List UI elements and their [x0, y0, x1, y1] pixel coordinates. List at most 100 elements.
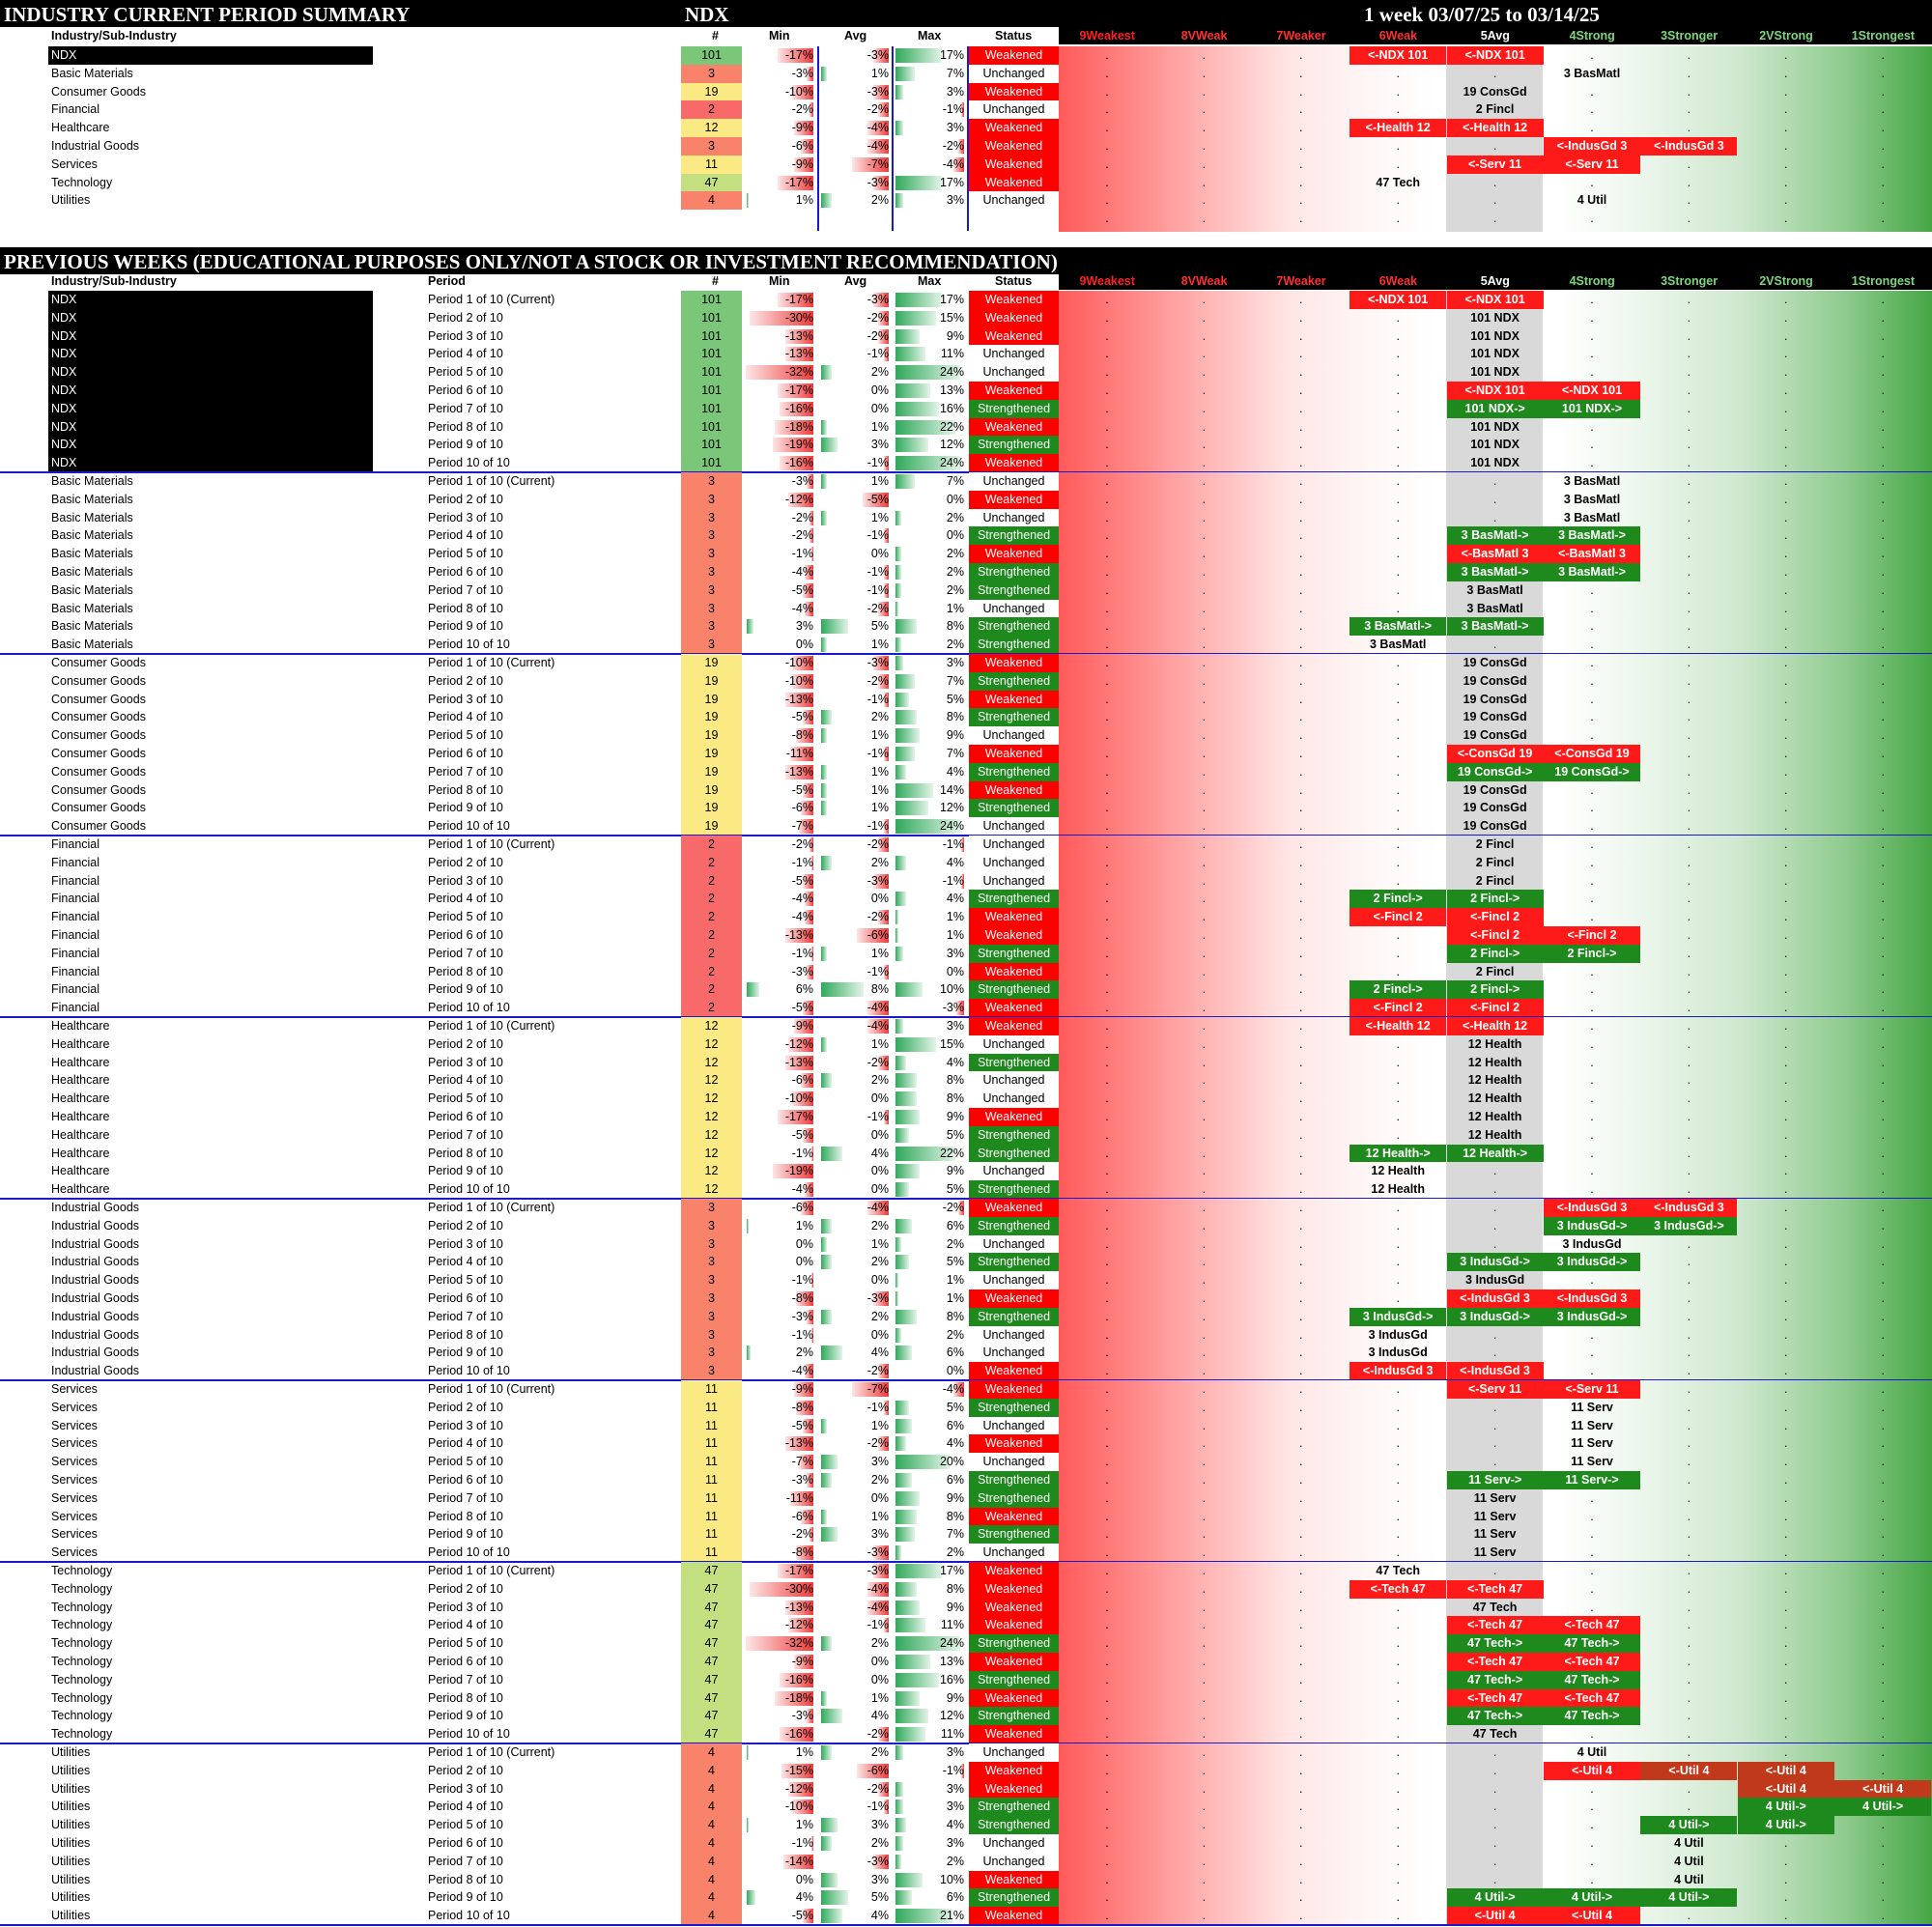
status-badge: Strengthened: [969, 1125, 1059, 1145]
level-marker: 3 IndusGd: [1368, 1346, 1428, 1360]
min-change-bar: [747, 1218, 750, 1233]
period-label: Period 10 of 10: [428, 1727, 510, 1742]
table-row: Basic Materials Period 7 of 10 3 -5% -1% 2% St…: [0, 581, 1932, 600]
avg-level-band: [1446, 436, 1543, 455]
level-dot: .: [1105, 1382, 1109, 1396]
avg-level-band: [1446, 210, 1543, 232]
level-dot: .: [1590, 1490, 1594, 1505]
max-change: 1%: [894, 926, 966, 945]
min-change: -30%: [745, 309, 815, 327]
level-dot: .: [1299, 121, 1303, 135]
stock-count: 3: [681, 599, 742, 618]
table-row: Healthcare Period 7 of 10 12 -5% 0% 5% Strengt…: [0, 1125, 1932, 1145]
min-change-bar: [747, 1818, 750, 1833]
min-change: -3%: [745, 963, 815, 981]
period-label: Period 10 of 10: [428, 638, 510, 652]
level-dot: .: [1881, 673, 1885, 688]
table-row: Utilities Period 1 of 10 (Current) 4 1% 2% 3%…: [0, 1743, 1932, 1762]
level-dot: .: [1687, 510, 1691, 524]
status-badge: Unchanged: [969, 1544, 1059, 1562]
table-row: Services Period 9 of 10 11 -2% 3% 7% Strengthe…: [0, 1525, 1932, 1544]
level-dot: .: [1687, 964, 1691, 978]
level-marker: 2 Fincl->: [1446, 980, 1544, 1000]
max-change: 6%: [894, 1888, 966, 1907]
period-label: Period 1 of 10 (Current): [428, 656, 555, 669]
min-change-value: -1%: [791, 1327, 813, 1342]
level-dot: .: [1299, 1709, 1303, 1723]
stock-count: 19: [681, 82, 742, 101]
min-change-bar: [792, 1799, 813, 1815]
level-marker: 47 Tech->: [1446, 1670, 1544, 1689]
avg-change-value: -6%: [867, 1763, 889, 1777]
level-dot: .: [1299, 528, 1303, 543]
max-change-bar: [895, 1890, 912, 1906]
level-dot: .: [1881, 1127, 1885, 1142]
status-badge: Weakened: [969, 1289, 1059, 1308]
min-change-bar: [794, 121, 813, 136]
min-change-value: -12%: [784, 1618, 813, 1632]
min-change: -17%: [745, 291, 815, 309]
avg-level-band: [1446, 363, 1543, 382]
stock-count: 19: [681, 654, 742, 672]
stock-count: 101: [681, 399, 742, 418]
period-label: Period 4 of 10: [428, 1073, 503, 1088]
min-change-bar: [807, 474, 813, 489]
level-dot: .: [1687, 1309, 1691, 1323]
avg-change-value: -1%: [867, 582, 889, 597]
avg-level-band: [1446, 1507, 1543, 1526]
avg-change-value: -4%: [867, 1019, 889, 1033]
avg-change-bar: [883, 1110, 889, 1124]
level-header-5: 4Strong: [1544, 272, 1641, 290]
level-dot: .: [1299, 964, 1303, 978]
avg-change-value: 0%: [870, 1490, 889, 1505]
max-change-bar: [895, 438, 928, 453]
industry-name: Healthcare: [51, 1073, 110, 1088]
stock-count: 3: [681, 472, 742, 491]
min-change-bar: [775, 419, 813, 435]
avg-change-bar: [821, 946, 827, 961]
avg-change: -1%: [819, 817, 891, 836]
avg-change-bar: [821, 764, 827, 779]
level-dot: .: [1784, 1400, 1788, 1414]
level-dot: .: [1299, 1436, 1303, 1451]
level-marker: 4 Util->: [1737, 1798, 1834, 1817]
min-change: -16%: [745, 400, 815, 418]
min-change: -13%: [745, 926, 815, 945]
avg-change-bar: [883, 565, 889, 580]
period-label: Period 7 of 10: [428, 764, 503, 779]
level-dot: .: [1784, 528, 1788, 543]
level-dot: .: [1105, 728, 1109, 743]
level-dot: .: [1881, 1182, 1885, 1197]
avg-level-band: [1446, 472, 1543, 491]
period-label: Period 8 of 10: [428, 1146, 503, 1160]
industry-name: Technology: [51, 1690, 113, 1705]
level-dot: .: [1687, 982, 1691, 997]
stock-count: 3: [681, 1271, 742, 1289]
level-dot: .: [1105, 1763, 1109, 1777]
max-change-value: 9%: [946, 328, 964, 343]
max-change: 4%: [894, 1434, 966, 1453]
max-change-value: 1%: [946, 1273, 964, 1288]
min-change-bar: [803, 1001, 813, 1016]
level-marker: 2 Fincl: [1475, 855, 1515, 869]
avg-change-value: 3%: [870, 1455, 889, 1469]
avg-level-band: [1446, 191, 1543, 211]
avg-level-band: [1446, 1743, 1543, 1762]
avg-change: 4%: [819, 1344, 891, 1362]
avg-change-value: -4%: [867, 1600, 889, 1614]
min-change-value: -32%: [784, 365, 813, 380]
table-row: Industrial Goods Period 6 of 10 3 -8% -3% 1% W…: [0, 1289, 1932, 1308]
level-dot: .: [1396, 601, 1400, 615]
avg-change: 1%: [819, 945, 891, 963]
level-dot: .: [1784, 139, 1788, 153]
level-dot: .: [1299, 1164, 1303, 1178]
level-marker: 4 Util->: [1446, 1888, 1544, 1908]
avg-change: 1%: [819, 65, 891, 83]
min-change: -4%: [745, 563, 815, 581]
col-header-industry: Industry/Sub-Industry: [51, 274, 177, 288]
min-change: -18%: [745, 1689, 815, 1708]
industry-name: Financial: [51, 102, 100, 117]
min-change-bar: [785, 347, 813, 362]
max-change-value: -1%: [942, 873, 964, 888]
table-row: Utilities Period 9 of 10 4 4% 5% 6% Strengthen…: [0, 1888, 1932, 1908]
